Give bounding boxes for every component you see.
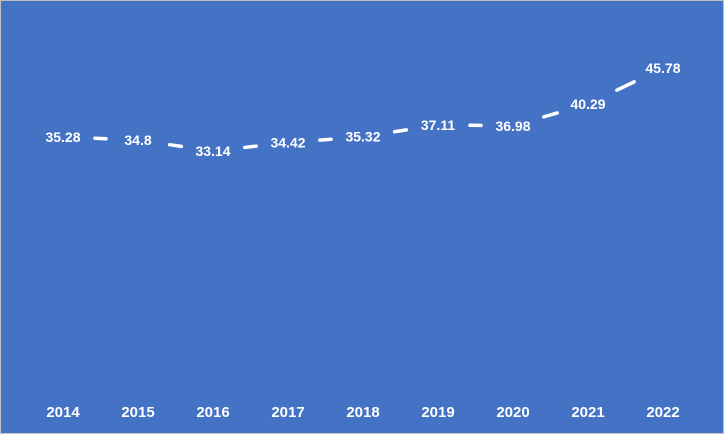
series-line-segment xyxy=(541,111,560,119)
x-tick-label-2020: 2020 xyxy=(496,404,529,421)
data-label-2021: 40.29 xyxy=(570,96,605,112)
x-tick-label-2021: 2021 xyxy=(571,404,604,421)
data-label-2020: 36.98 xyxy=(495,118,530,134)
x-tick-label-2022: 2022 xyxy=(646,404,679,421)
data-label-2014: 35.28 xyxy=(45,129,80,145)
data-label-2015: 34.8 xyxy=(124,132,151,148)
data-label-2019: 37.11 xyxy=(421,117,455,133)
x-tick-label-2014: 2014 xyxy=(46,404,80,421)
x-tick-label-2018: 2018 xyxy=(346,404,379,421)
data-label-2016: 33.14 xyxy=(195,143,230,159)
data-label-2018: 35.32 xyxy=(345,129,380,145)
x-tick-label-2017: 2017 xyxy=(271,404,304,421)
x-tick-label-2019: 2019 xyxy=(421,404,454,421)
data-label-2017: 34.42 xyxy=(270,135,305,151)
series-line-segment xyxy=(392,128,409,134)
x-tick-label-2016: 2016 xyxy=(196,404,229,421)
data-label-2022: 45.78 xyxy=(645,60,680,76)
series-line-segment xyxy=(243,144,258,150)
series-line-segment xyxy=(167,142,184,149)
series-line-segment xyxy=(318,137,333,142)
series-line-segment xyxy=(615,80,636,92)
x-tick-label-2015: 2015 xyxy=(121,404,154,421)
